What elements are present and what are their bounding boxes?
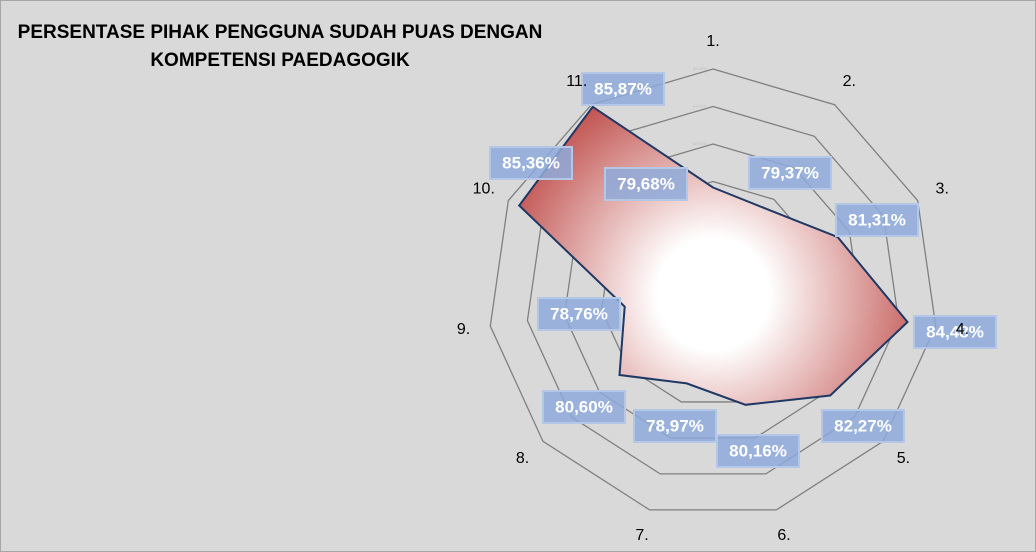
data-label: 85,36% bbox=[502, 153, 560, 172]
category-label: 4. bbox=[956, 321, 969, 338]
data-label-box bbox=[633, 409, 717, 443]
category-label: 5. bbox=[897, 450, 910, 467]
data-label: 80,16% bbox=[729, 441, 787, 460]
data-label-box bbox=[748, 156, 832, 190]
category-label: 6. bbox=[777, 527, 790, 544]
data-label: 82,27% bbox=[834, 416, 892, 435]
data-label-box bbox=[913, 315, 997, 349]
data-label-box bbox=[542, 390, 626, 424]
data-label-box bbox=[537, 297, 621, 331]
category-label: 9. bbox=[457, 321, 470, 338]
data-label-box bbox=[489, 146, 573, 180]
category-label: 11. bbox=[566, 73, 587, 90]
category-label: 3. bbox=[936, 181, 949, 198]
category-label: 8. bbox=[516, 450, 529, 467]
data-label: 79,68% bbox=[617, 174, 675, 193]
data-label-box bbox=[835, 203, 919, 237]
data-label-box bbox=[604, 167, 688, 201]
grid-ring bbox=[489, 68, 937, 511]
data-label-box bbox=[821, 409, 905, 443]
data-label-box bbox=[581, 72, 665, 106]
data-label-box bbox=[716, 434, 800, 468]
r-tick-label: 84,00% bbox=[693, 104, 707, 109]
category-label: 1. bbox=[706, 33, 719, 50]
data-label: 84,48% bbox=[926, 322, 984, 341]
chart-title: PERSENTASE PIHAK PENGGUNA SUDAH PUAS DEN… bbox=[17, 22, 543, 71]
r-tick-label: 86,00% bbox=[693, 66, 707, 71]
data-label: 85,87% bbox=[594, 79, 652, 98]
category-label: 10. bbox=[473, 181, 495, 198]
data-label: 78,97% bbox=[646, 416, 704, 435]
data-label: 81,31% bbox=[848, 210, 906, 229]
data-label: 80,60% bbox=[555, 397, 613, 416]
data-label: 78,76% bbox=[550, 304, 608, 323]
category-label: 7. bbox=[635, 527, 648, 544]
r-tick-label: 82,00% bbox=[693, 141, 707, 146]
category-label: 2. bbox=[843, 73, 856, 90]
radar-area bbox=[517, 105, 909, 406]
data-label: 79,37% bbox=[761, 163, 819, 182]
